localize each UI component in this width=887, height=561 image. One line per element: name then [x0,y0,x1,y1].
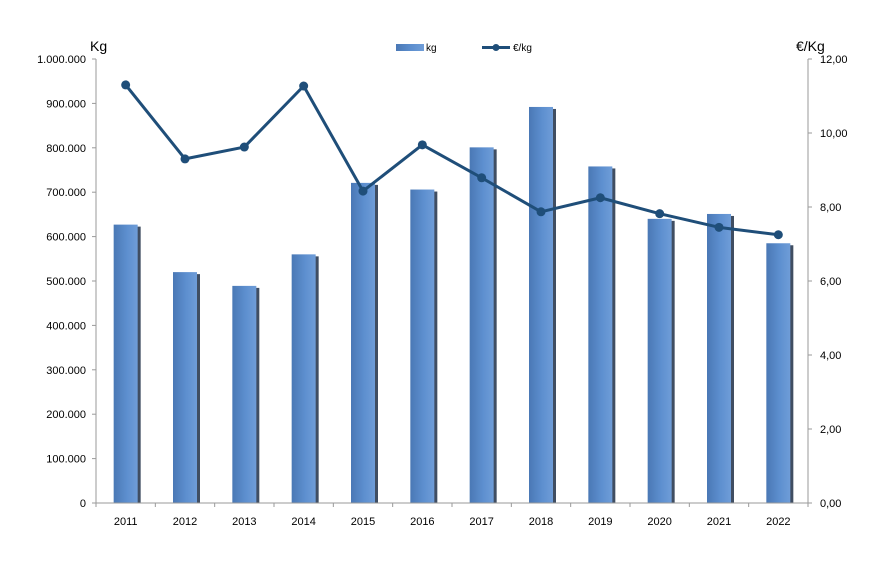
bar-2017 [469,147,497,503]
left-tick-label: 0 [80,498,86,510]
bar-2014 [291,254,319,503]
legend-swatch-marker [492,44,500,51]
right-tick-label: 8,00 [820,202,841,214]
x-tick-label: 2016 [410,516,434,528]
bar-fill [173,272,197,503]
bar-fill [291,254,316,503]
left-tick-label: 1.000.000 [37,54,86,66]
bars-layer [113,106,794,504]
bar-2016 [410,189,438,503]
bar-2019 [588,166,616,503]
x-tick-label: 2020 [647,516,671,528]
left-tick-label: 600.000 [46,232,86,244]
axes-layer: 0 100.000 200.000 300.000 400.000 500.000 600.… [37,38,847,528]
x-tick-label: 2015 [351,516,375,528]
left-tick-label: 700.000 [46,187,86,199]
x-tick-label: 2012 [173,516,197,528]
bar-2012 [173,272,200,503]
price-point-2017 [477,173,487,183]
bar-fill [351,182,375,503]
right-tick-label: 12,00 [820,54,848,66]
price-point-2014 [299,81,309,91]
right-tick-label: 4,00 [820,350,841,362]
legend-label-price: €/kg [513,43,532,54]
bar-2015 [351,182,378,503]
x-tick-label: 2017 [469,516,493,528]
left-tick-label: 400.000 [46,320,86,332]
x-tick-label: 2019 [588,516,612,528]
line-layer [121,80,783,240]
left-tick-label: 100.000 [46,454,86,466]
price-point-2016 [417,140,427,150]
price-point-2018 [536,207,546,217]
left-tick-label: 200.000 [46,409,86,421]
bar-2022 [766,243,794,503]
bar-fill [410,189,435,503]
right-tick-label: 2,00 [820,424,841,436]
bar-2021 [707,213,734,503]
price-point-2012 [180,154,190,164]
x-tick-label: 2022 [766,516,790,528]
legend-item-kg: kg [396,43,437,54]
bar-fill [766,243,791,503]
price-point-2015 [358,186,368,196]
bar-fill [529,106,553,504]
legend-item-price: €/kg [482,43,532,54]
price-point-2022 [773,230,783,240]
left-tick-label: 900.000 [46,98,86,110]
bar-fill [588,166,613,503]
bar-fill [469,147,494,503]
left-tick-label: 800.000 [46,143,86,155]
price-point-2019 [595,193,605,203]
price-line [124,83,779,237]
right-axis-title: €/Kg [796,38,825,54]
x-tick-label: 2014 [291,516,315,528]
left-axis-title: Kg [90,38,107,54]
bar-2020 [647,218,675,503]
bar-2013 [232,285,260,503]
left-tick-label: 300.000 [46,365,86,377]
price-point-2021 [714,222,724,232]
bar-fill [647,218,672,503]
price-point-2011 [121,80,131,90]
x-tick-label: 2013 [232,516,256,528]
x-tick-label: 2018 [529,516,553,528]
bar-fill [113,224,138,503]
bar-fill [707,213,731,503]
legend: kg €/kg [396,43,532,54]
bar-fill [232,285,257,503]
left-tick-label: 500.000 [46,276,86,288]
right-tick-label: 10,00 [820,128,848,140]
right-tick-label: 6,00 [820,276,841,288]
legend-swatch-kg [396,44,424,51]
right-tick-label: 0,00 [820,498,841,510]
price-point-2020 [655,209,665,219]
bar-2011 [113,224,141,503]
price-point-2013 [239,142,249,152]
x-tick-label: 2011 [114,516,138,528]
bar-2018 [529,106,556,504]
legend-label-kg: kg [426,43,437,54]
x-tick-label: 2021 [707,516,731,528]
